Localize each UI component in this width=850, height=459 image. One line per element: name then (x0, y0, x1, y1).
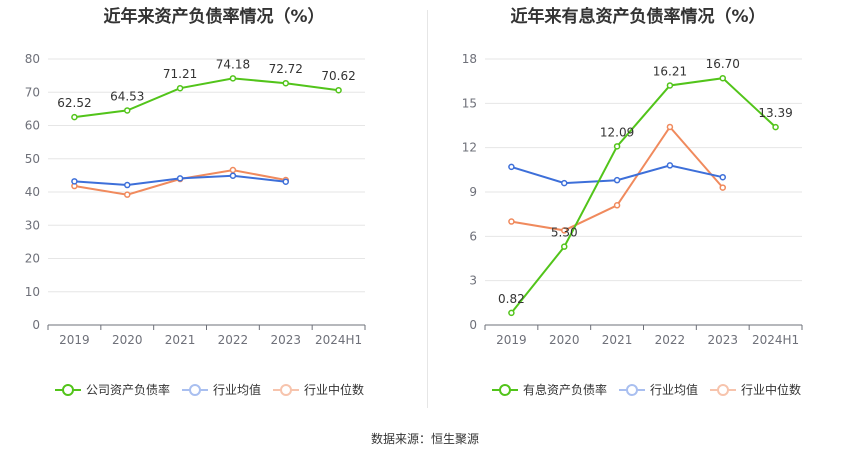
panel-divider (427, 10, 428, 408)
legend-label: 行业均值 (213, 383, 262, 397)
data-point (561, 227, 568, 234)
legend-marker-icon (619, 383, 646, 397)
data-point (335, 86, 342, 94)
data-point (176, 84, 184, 92)
data-label: 71.21 (163, 67, 197, 81)
data-label: 16.21 (653, 64, 687, 78)
data-point (71, 178, 78, 185)
data-point (666, 123, 674, 131)
data-label: 13.39 (758, 106, 792, 120)
data-point (772, 123, 779, 131)
data-point (229, 172, 237, 179)
data-point (613, 143, 621, 150)
x-tick-label: 2019 (496, 333, 527, 347)
x-tick-label: 2019 (59, 333, 90, 347)
y-tick-label: 40 (25, 185, 40, 199)
data-point (719, 74, 726, 82)
data-label: 64.53 (110, 89, 144, 103)
chart-right-legend: 有息资产负债率 行业均值 行业中位数 (492, 381, 813, 398)
data-label: 62.52 (57, 96, 91, 110)
y-tick-label: 50 (25, 152, 40, 166)
chart-title-right: 近年来有息资产负债率情况（%） (510, 7, 766, 27)
legend-item-series-2[interactable]: 行业中位数 (710, 381, 801, 398)
legend-item-series-1[interactable]: 行业均值 (182, 381, 261, 398)
data-label: 5.30 (551, 226, 578, 240)
data-point (508, 309, 515, 317)
x-tick-label: 2023 (270, 333, 301, 347)
legend-marker-icon (492, 383, 518, 397)
data-point (508, 218, 515, 225)
data-point (176, 175, 184, 182)
legend-marker-icon (710, 383, 737, 397)
legend-item-series-2[interactable]: 行业中位数 (273, 381, 364, 398)
data-source-note: 数据来源：恒生聚源 (370, 432, 479, 446)
data-point (561, 243, 568, 250)
x-tick-label: 2020 (549, 333, 580, 347)
y-tick-label: 12 (462, 141, 477, 155)
y-tick-label: 18 (462, 52, 477, 66)
data-point (282, 79, 289, 87)
data-label: 72.72 (269, 62, 303, 76)
data-point (719, 184, 726, 191)
legend-label: 行业中位数 (741, 383, 802, 397)
x-tick-label: 2020 (112, 333, 143, 347)
y-tick-label: 70 (25, 85, 40, 99)
data-label: 16.70 (706, 57, 740, 71)
data-point (613, 176, 621, 184)
legend-item-series-0[interactable]: 有息资产负债率 (492, 381, 607, 398)
y-tick-label: 3 (469, 274, 477, 288)
data-point (613, 202, 621, 209)
series-line-0 (74, 77, 339, 119)
legend-label: 行业中位数 (304, 383, 365, 397)
data-point (124, 181, 131, 189)
chart-left-legend: 公司资产负债率 行业均值 行业中位数 (55, 381, 376, 398)
y-tick-label: 0 (469, 318, 477, 332)
data-point (666, 162, 674, 169)
x-tick-label: 2021 (165, 333, 196, 347)
data-label: 74.18 (216, 57, 250, 71)
y-tick-label: 20 (25, 252, 40, 266)
legend-marker-icon (55, 383, 81, 397)
data-point (719, 173, 726, 181)
chart-right-plot: 0 3 6 9 12 15 18 2019 2020 2021 2022 2023 2024H1 0.82… (462, 52, 803, 347)
data-label: 0.82 (498, 292, 525, 306)
y-tick-label: 10 (25, 285, 40, 299)
data-point (666, 82, 674, 89)
legend-label: 行业均值 (650, 383, 699, 397)
data-point (282, 178, 289, 185)
y-tick-label: 80 (25, 52, 40, 66)
legend-marker-icon (273, 383, 300, 397)
data-point (508, 163, 515, 171)
y-tick-label: 0 (32, 318, 40, 332)
y-tick-label: 30 (25, 218, 40, 232)
data-point (71, 113, 78, 121)
legend-item-series-0[interactable]: 公司资产负债率 (55, 381, 170, 398)
legend-item-series-1[interactable]: 行业均值 (619, 381, 698, 398)
data-point (561, 179, 568, 187)
x-tick-label: 2022 (218, 333, 249, 347)
legend-label: 公司资产负债率 (86, 383, 171, 397)
data-point (124, 107, 131, 114)
x-tick-label: 2024H1 (752, 333, 799, 347)
y-tick-label: 9 (469, 185, 477, 199)
x-tick-label: 2024H1 (315, 333, 362, 347)
y-tick-label: 15 (462, 96, 477, 110)
series-line-0 (510, 77, 777, 314)
legend-label: 有息资产负债率 (523, 383, 608, 397)
data-label: 70.62 (321, 69, 355, 83)
chart-left-plot: 0 10 20 30 40 50 60 70 80 2019 2020 2021 2022 2023 202… (25, 52, 366, 347)
x-tick-label: 2023 (707, 333, 738, 347)
x-tick-label: 2022 (655, 333, 686, 347)
y-tick-label: 6 (469, 229, 477, 243)
y-tick-label: 60 (25, 119, 40, 133)
legend-marker-icon (182, 383, 209, 397)
chart-title-left: 近年来资产负债率情况（%） (103, 7, 325, 27)
data-point (124, 191, 131, 198)
data-label: 12.09 (600, 125, 634, 139)
x-tick-label: 2021 (602, 333, 633, 347)
data-point (229, 75, 237, 82)
